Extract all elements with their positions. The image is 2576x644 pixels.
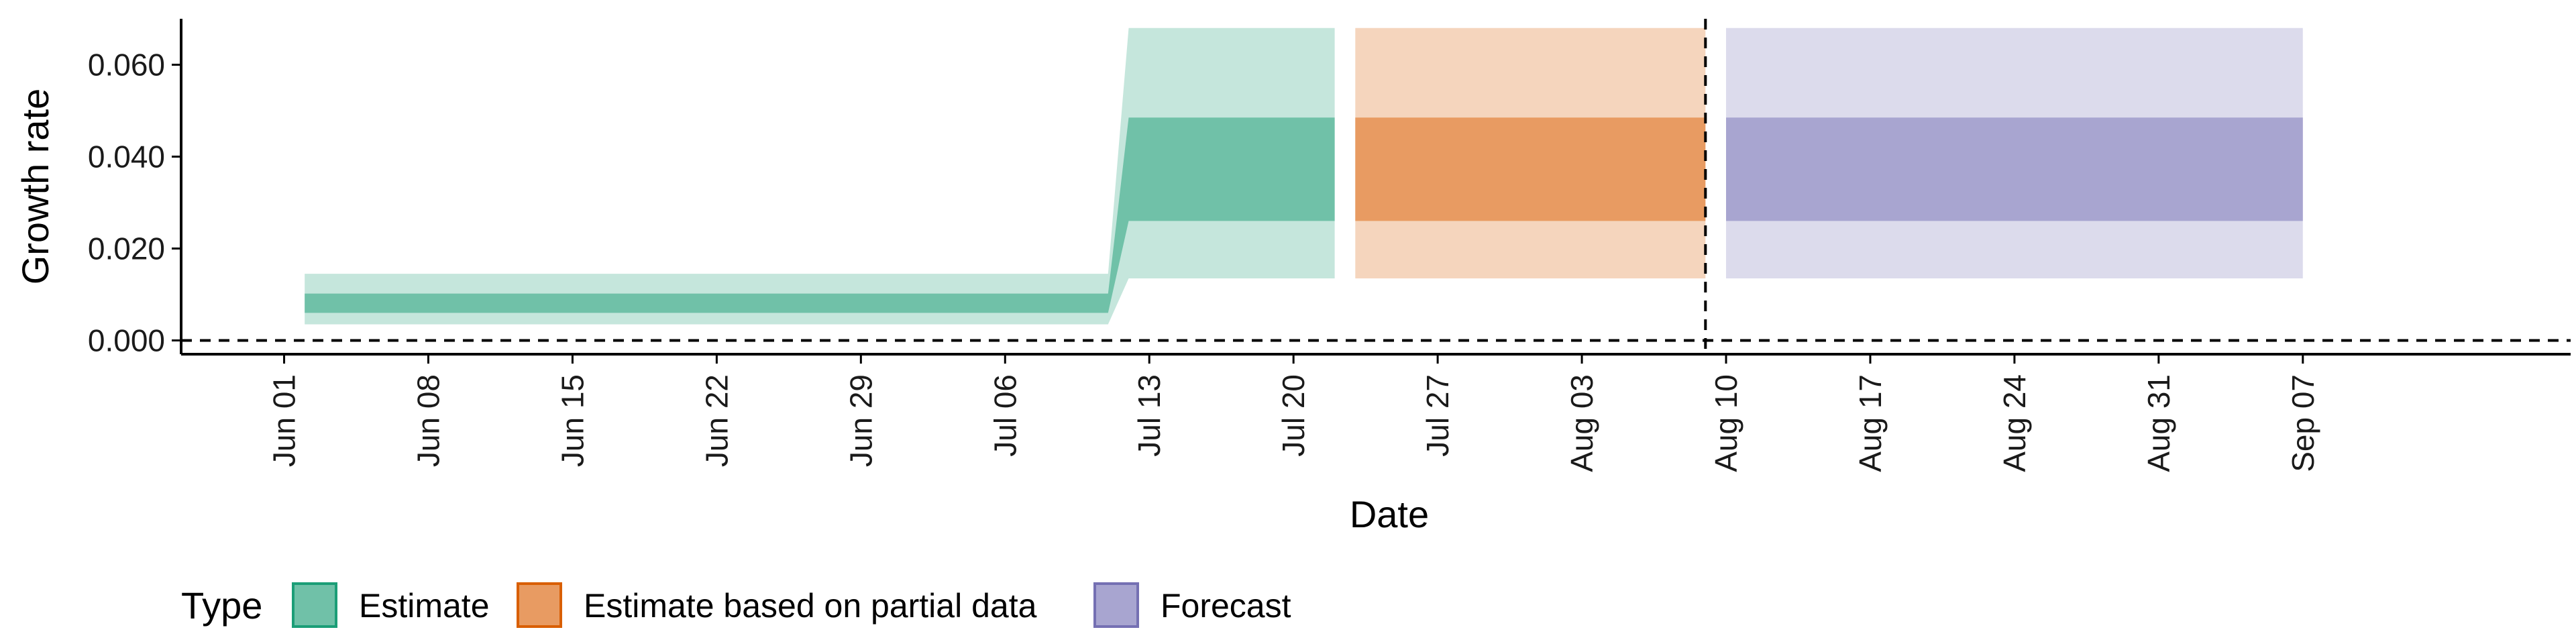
- band-50-1: [1355, 117, 1706, 221]
- x-tick-label: Aug 03: [1564, 374, 1599, 472]
- x-tick-label: Jun 22: [699, 374, 734, 467]
- y-tick-label: 0.060: [88, 47, 165, 82]
- legend-label: Estimate based on partial data: [584, 587, 1037, 625]
- axes-layer: [180, 19, 2571, 356]
- legend: Type Estimate Estimate based on partial d…: [181, 582, 1291, 628]
- x-axis-title: Date: [1350, 493, 1429, 535]
- y-tick-label: 0.000: [88, 323, 165, 358]
- y-axis-title: Growth rate: [14, 89, 56, 285]
- x-tick-label: Jun 08: [411, 374, 446, 467]
- legend-label: Forecast: [1161, 587, 1291, 625]
- x-tick-label: Jun 01: [267, 374, 302, 467]
- legend-swatch: [517, 582, 562, 628]
- x-tick-label: Aug 10: [1709, 374, 1743, 472]
- y-tick-label: 0.040: [88, 139, 165, 174]
- x-tick-label: Jun 15: [555, 374, 590, 467]
- x-tick-label: Jun 29: [843, 374, 878, 467]
- x-tick-label: Aug 24: [1997, 374, 2032, 472]
- legend-label: Estimate: [359, 587, 490, 625]
- x-tick-label: Jul 13: [1132, 374, 1167, 457]
- x-tick-label: Aug 31: [2141, 374, 2176, 472]
- x-tick-label: Jul 27: [1420, 374, 1455, 457]
- x-tick-label: Jul 06: [987, 374, 1022, 457]
- legend-swatch: [1093, 582, 1139, 628]
- reference-lines-layer: [181, 19, 2571, 354]
- bands-layer: [305, 28, 2303, 325]
- y-tick-label: 0.020: [88, 231, 165, 266]
- x-tick-label: Jul 20: [1276, 374, 1311, 457]
- x-tick-label: Aug 17: [1853, 374, 1888, 472]
- x-tick-label: Sep 07: [2286, 374, 2320, 472]
- y-ticks-layer: 0.000 0.020 0.040 0.060: [88, 47, 181, 358]
- x-ticks-layer: Jun 01 Jun 08 Jun 15 Jun 22 Jun 29 Jul 06 Jul …: [267, 354, 2320, 472]
- band-50-2: [1726, 117, 2303, 221]
- band-50-0: [305, 117, 1335, 313]
- legend-title: Type: [181, 584, 262, 627]
- legend-swatch: [292, 582, 337, 628]
